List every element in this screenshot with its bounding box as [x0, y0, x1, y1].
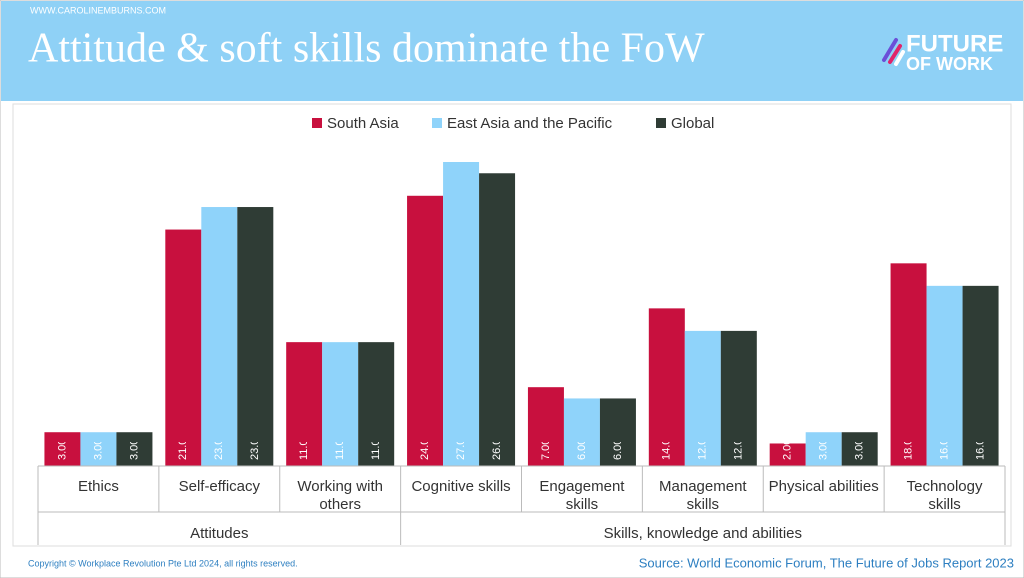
- value-label: 18.00%: [902, 422, 914, 460]
- bar: [443, 162, 480, 466]
- value-label: 6.00%: [576, 429, 588, 460]
- bar: [479, 173, 516, 466]
- bar: [80, 432, 117, 466]
- value-label: 27.00%: [455, 422, 467, 460]
- bar: [44, 432, 81, 466]
- x-tick-label: Cognitive skills: [411, 478, 511, 495]
- value-label: 11.00%: [370, 423, 382, 460]
- value-label: 6.00%: [612, 429, 624, 460]
- group-label: Attitudes: [190, 525, 248, 542]
- bar: [201, 207, 238, 466]
- source: Source: World Economic Forum, The Future…: [639, 555, 1014, 570]
- logo-text: OF WORK: [906, 54, 993, 74]
- value-label: 11.00%: [298, 423, 310, 460]
- bar: [116, 432, 153, 466]
- value-label: 12.00%: [733, 422, 745, 460]
- bar: [322, 342, 359, 466]
- value-label: 16.00%: [938, 422, 950, 460]
- value-label: 3.00%: [818, 429, 830, 460]
- bar: [841, 432, 878, 466]
- x-tick-label: Management skills: [659, 478, 747, 513]
- x-tick-label: Self-efficacy: [178, 478, 261, 495]
- bar: [805, 432, 842, 466]
- group-label: Skills, knowledge and abilities: [604, 525, 802, 542]
- value-label: 11.00%: [334, 423, 346, 460]
- value-label: 23.00%: [249, 422, 261, 460]
- value-label: 3.00%: [854, 429, 866, 460]
- bar: [407, 195, 444, 466]
- legend-label: Global: [671, 115, 714, 132]
- x-tick-label: Engagement skills: [539, 478, 625, 513]
- bar: [165, 229, 202, 466]
- value-label: 3.00%: [128, 429, 140, 460]
- bar: [599, 398, 636, 466]
- value-label: 24.00%: [419, 422, 431, 460]
- value-label: 3.00%: [92, 429, 104, 460]
- bar: [684, 330, 721, 466]
- header-band: [1, 1, 1023, 101]
- legend-swatch: [656, 118, 666, 128]
- legend-label: South Asia: [327, 115, 399, 132]
- value-label: 21.00%: [177, 422, 189, 460]
- x-tick-label: Ethics: [78, 478, 119, 495]
- copyright: Copyright © Workplace Revolution Pte Ltd…: [28, 558, 298, 568]
- x-tick-label: Physical abilities: [768, 478, 879, 495]
- value-label: 14.00%: [661, 422, 673, 460]
- bar: [237, 207, 274, 466]
- bar: [890, 263, 927, 466]
- x-tick-label: Technology skills: [906, 478, 983, 513]
- bar: [769, 443, 806, 466]
- value-label: 26.00%: [491, 422, 503, 460]
- title: Attitude & soft skills dominate the FoW: [28, 26, 705, 72]
- logo-text: FUTURE: [906, 30, 1003, 57]
- value-label: 3.00%: [56, 429, 68, 460]
- bar: [926, 285, 963, 466]
- legend-swatch: [432, 118, 442, 128]
- value-label: 16.00%: [974, 422, 986, 460]
- bar: [358, 342, 395, 466]
- bar: [648, 308, 685, 466]
- legend-label: East Asia and the Pacific: [447, 115, 613, 132]
- site: WWW.CAROLINEMBURNS.COM: [30, 5, 166, 15]
- value-label: 7.00%: [540, 429, 552, 460]
- bar: [720, 330, 757, 466]
- x-tick-label: Working with others: [297, 478, 383, 513]
- bar: [563, 398, 600, 466]
- bar: [527, 387, 564, 466]
- value-label: 23.00%: [213, 422, 225, 460]
- logo-icon: [882, 38, 905, 66]
- legend-swatch: [312, 118, 322, 128]
- bar: [286, 342, 323, 466]
- bar: [962, 285, 999, 466]
- value-label: 12.00%: [697, 422, 709, 460]
- value-label: 2.00%: [782, 429, 794, 460]
